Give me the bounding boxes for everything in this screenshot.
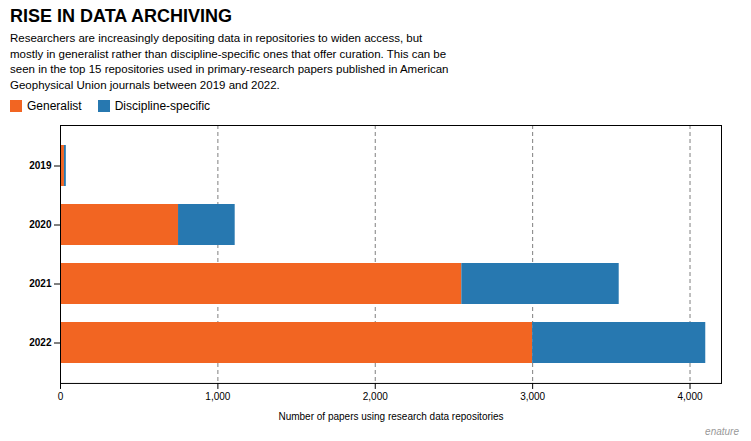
html-text:Generalist: Generalist [27,99,82,114]
svg-text:2019: 2019 [29,160,52,171]
svg-text:2,000: 2,000 [363,391,388,402]
html-text:enature: enature [705,426,739,437]
svg-text:0: 0 [58,391,64,402]
svg-text:1,000: 1,000 [205,391,230,402]
svg-text:2022: 2022 [29,337,52,348]
svg-text:2020: 2020 [29,219,52,230]
html-text:RISE IN DATA ARCHIVING: RISE IN DATA ARCHIVING [10,6,232,26]
html-text:Discipline-specific: Discipline-specific [114,99,211,114]
svg-text:2021: 2021 [29,278,52,289]
html-text:Researchers are increasingly d: Researchers are increasingly depositing … [10,32,449,91]
svg-text:3,000: 3,000 [520,391,545,402]
svg-text:4,000: 4,000 [678,391,703,402]
svg-text:Number of papers using researc: Number of papers using research data rep… [278,412,503,423]
